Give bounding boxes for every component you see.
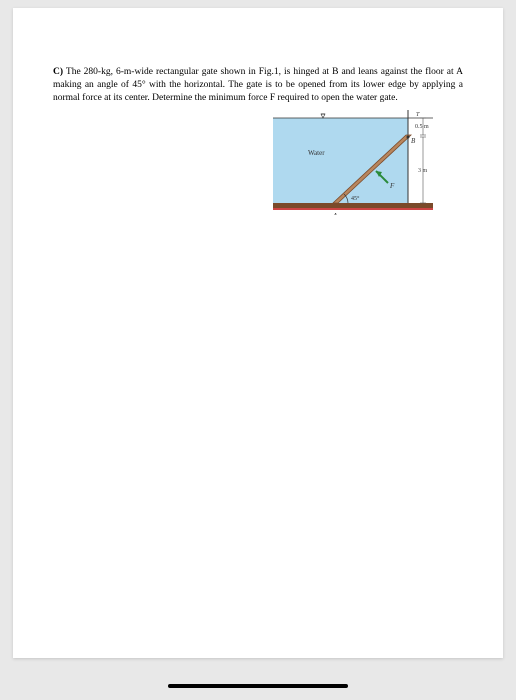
- problem-label: C): [53, 67, 63, 77]
- figure-svg: Water 45° A B F 0.5 m 3 m T: [273, 110, 433, 215]
- water-rect: [273, 118, 408, 203]
- floor-accent: [273, 208, 433, 210]
- depth-main-label: 3 m: [418, 168, 428, 174]
- figure: Water 45° A B F 0.5 m 3 m T: [273, 110, 433, 215]
- depth-top-label: 0.5 m: [415, 124, 429, 130]
- floor: [273, 203, 433, 208]
- document-page: C) The 280-kg, 6-m-wide rectangular gate…: [13, 8, 503, 658]
- tee-label: T: [416, 112, 420, 118]
- point-b-label: B: [411, 137, 416, 145]
- point-a-label: A: [332, 212, 338, 215]
- water-surface-marker: [321, 114, 325, 118]
- problem-paragraph: C) The 280-kg, 6-m-wide rectangular gate…: [53, 66, 463, 104]
- angle-label: 45°: [351, 195, 360, 202]
- water-label: Water: [308, 149, 325, 157]
- home-indicator: [168, 684, 348, 688]
- problem-body: The 280-kg, 6-m-wide rectangular gate sh…: [53, 67, 463, 103]
- force-label: F: [389, 182, 395, 190]
- hinge-b: [407, 136, 410, 139]
